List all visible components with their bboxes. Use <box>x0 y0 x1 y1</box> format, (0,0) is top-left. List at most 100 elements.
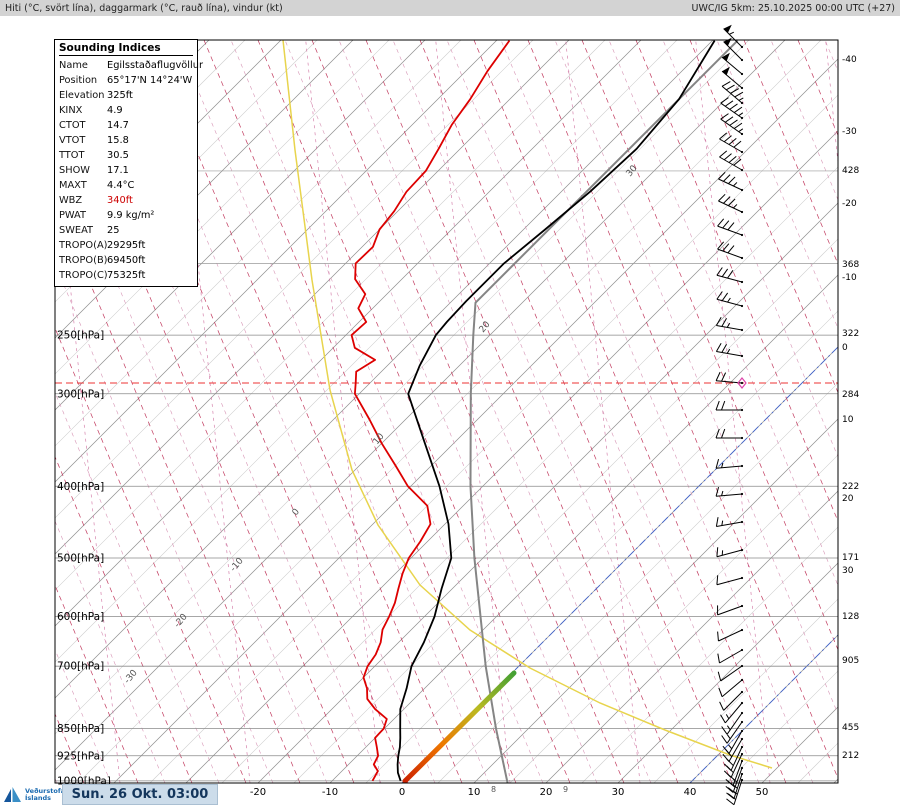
pressure-axis-label: 700[hPa] <box>57 661 104 673</box>
index-value: 4.9 <box>107 105 123 116</box>
right-edge-label: -30 <box>842 127 857 137</box>
index-label: TROPO(C) <box>59 270 108 281</box>
index-label: Elevation <box>59 90 105 101</box>
index-row: SWEAT 25 <box>59 223 193 238</box>
index-label: WBZ <box>59 195 83 206</box>
index-value: 65°17'N 14°24'W <box>107 75 193 86</box>
index-row: TROPO(A) 29295ft <box>59 238 193 253</box>
pressure-axis-label: 600[hPa] <box>57 611 104 623</box>
index-label: Position <box>59 75 98 86</box>
right-edge-label: 322 <box>842 329 859 339</box>
right-edge-label: 20 <box>842 494 854 504</box>
index-row: MAXT 4.4°C <box>59 178 193 193</box>
right-edge-label: 905 <box>842 656 859 666</box>
right-edge-label: 368 <box>842 260 859 270</box>
temp-axis-label: 30 <box>612 787 625 798</box>
index-row: Name Egilsstaðaflugvöllur <box>59 58 203 73</box>
logo-line2: Íslands <box>25 793 52 802</box>
index-value: 17.1 <box>107 165 129 176</box>
logo-line1: Veðurstofa <box>25 786 66 795</box>
temp-axis-label: -10 <box>322 787 338 798</box>
index-value: 14.7 <box>107 120 129 131</box>
index-label: PWAT <box>59 210 86 221</box>
index-row: CTOT 14.7 <box>59 118 193 133</box>
index-label: SWEAT <box>59 225 94 236</box>
right-edge-label: -40 <box>842 55 857 65</box>
temp-axis-label: 40 <box>684 787 697 798</box>
temp-axis-label: 10 <box>468 787 481 798</box>
diagonal-line-label: 20 <box>478 320 493 335</box>
index-value: 29295ft <box>107 240 146 251</box>
temp-axis-label: 50 <box>756 787 769 798</box>
vedurstofa-logo-text: Veðurstofa Íslands <box>25 786 66 802</box>
plot-area <box>55 40 838 783</box>
right-edge-label: 128 <box>842 612 859 622</box>
index-label: KINX <box>59 105 83 116</box>
index-label: VTOT <box>59 135 86 146</box>
index-value: Egilsstaðaflugvöllur <box>107 60 203 71</box>
index-label: TROPO(B) <box>59 255 108 266</box>
index-row: KINX 4.9 <box>59 103 193 118</box>
index-value: 325ft <box>107 90 133 101</box>
diagonal-line-label: -10 <box>229 556 246 574</box>
yellow-reference-line <box>282 40 773 769</box>
index-value: 30.5 <box>107 150 129 161</box>
right-edge-label: 428 <box>842 166 859 176</box>
top-bar: Hiti (°C, svört lína), daggarmark (°C, r… <box>0 0 900 16</box>
index-label: Name <box>59 60 88 71</box>
index-value: 25 <box>107 225 120 236</box>
index-value: 340ft <box>107 195 133 206</box>
index-row: TTOT 30.5 <box>59 148 193 163</box>
right-edge-label: 171 <box>842 553 859 563</box>
temperature-curve <box>396 40 716 782</box>
index-row: Elevation 325ft <box>59 88 193 103</box>
index-label: MAXT <box>59 180 87 191</box>
pressure-axis-label: 300[hPa] <box>57 388 104 400</box>
tropopause-marker-diamond <box>737 377 747 389</box>
index-row: SHOW 17.1 <box>59 163 193 178</box>
indices-title: Sounding Indices <box>59 42 193 56</box>
standard-atmosphere-curve <box>469 40 739 783</box>
wind-barbs <box>715 24 744 806</box>
index-value: 4.4°C <box>107 180 135 191</box>
temp-axis-label: -20 <box>250 787 266 798</box>
index-row: Position 65°17'N 14°24'W <box>59 73 193 88</box>
right-edge-label: 30 <box>842 566 854 576</box>
right-edge-label: 222 <box>842 482 859 492</box>
right-edge-label: 212 <box>842 751 859 761</box>
diagonal-line-label: -30 <box>123 668 140 686</box>
index-label: CTOT <box>59 120 86 131</box>
time-selector-item[interactable]: Sun. 26 Okt. 03:00 <box>62 784 218 805</box>
diagonal-line-label: 30 <box>625 164 640 179</box>
minor-bottom-label: 9 <box>563 785 568 794</box>
right-edge-label: 455 <box>842 723 859 733</box>
pressure-axis-label: 400[hPa] <box>57 481 104 493</box>
pressure-axis-label: 850[hPa] <box>57 723 104 735</box>
indices-rows: Name Egilsstaðaflugvöllur Position 65°17'N … <box>59 58 203 283</box>
right-edge-label: 0 <box>842 343 848 353</box>
temp-axis-label: 0 <box>399 787 405 798</box>
index-row: TROPO(C) 75325ft <box>59 268 193 283</box>
diagonal-line-label: 10 <box>372 432 387 447</box>
index-label: TTOT <box>59 150 85 161</box>
index-value: 9.9 kg/m² <box>107 210 155 221</box>
index-row: VTOT 15.8 <box>59 133 193 148</box>
index-label: SHOW <box>59 165 90 176</box>
pressure-axis-label: 500[hPa] <box>57 552 104 564</box>
index-row: WBZ 340ft <box>59 193 193 208</box>
index-row: TROPO(B) 69450ft <box>59 253 193 268</box>
temp-axis-label: 20 <box>540 787 553 798</box>
dewpoint-curve <box>350 40 511 782</box>
minor-bottom-label: 8 <box>491 785 496 794</box>
index-value: 15.8 <box>107 135 129 146</box>
sounding-indices-box: Sounding Indices Name Egilsstaðaflugvöllu… <box>54 39 203 287</box>
legend-text: Hiti (°C, svört lína), daggarmark (°C, r… <box>5 2 283 14</box>
index-row: PWAT 9.9 kg/m² <box>59 208 193 223</box>
right-edge-label: -20 <box>842 199 857 209</box>
pressure-axis-label: 250[hPa] <box>57 330 104 342</box>
pressure-axis-label: 925[hPa] <box>57 750 104 762</box>
right-edge-label: 284 <box>842 390 859 400</box>
right-edge-label: -10 <box>842 273 857 283</box>
